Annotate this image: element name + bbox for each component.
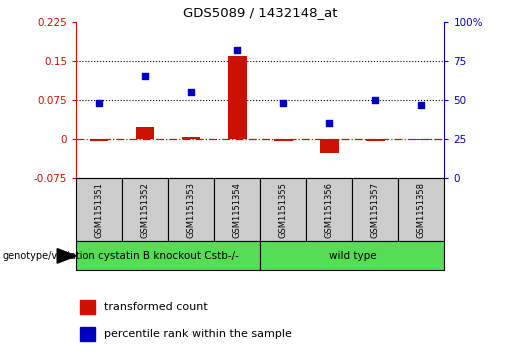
Point [417, 102, 425, 107]
Point [371, 97, 380, 103]
Point [141, 74, 149, 79]
Text: GSM1151353: GSM1151353 [187, 182, 196, 238]
Text: wild type: wild type [329, 251, 376, 261]
Bar [260, 241, 444, 270]
Bar [80, 327, 95, 341]
Polygon shape [57, 249, 76, 263]
Bar [168, 178, 214, 241]
Bar [80, 300, 95, 314]
Bar [76, 178, 122, 241]
Point [95, 100, 104, 106]
Point [325, 121, 334, 126]
Text: genotype/variation: genotype/variation [3, 251, 95, 261]
Bar [214, 178, 260, 241]
Bar [76, 241, 260, 270]
Text: GSM1151355: GSM1151355 [279, 182, 288, 237]
Bar [274, 139, 293, 142]
Title: GDS5089 / 1432148_at: GDS5089 / 1432148_at [183, 6, 338, 19]
Bar [228, 56, 247, 139]
Bar [306, 178, 352, 241]
Point [187, 89, 195, 95]
Bar [136, 127, 154, 139]
Point [279, 100, 287, 106]
Text: transformed count: transformed count [104, 302, 208, 312]
Text: GSM1151356: GSM1151356 [325, 182, 334, 238]
Text: percentile rank within the sample: percentile rank within the sample [104, 329, 291, 339]
Bar [90, 139, 109, 142]
Text: GSM1151351: GSM1151351 [95, 182, 104, 237]
Text: cystatin B knockout Cstb-/-: cystatin B knockout Cstb-/- [98, 251, 239, 261]
Bar [320, 139, 338, 154]
Text: GSM1151354: GSM1151354 [233, 182, 242, 237]
Bar [366, 139, 385, 142]
Bar [182, 137, 200, 139]
Bar [412, 139, 431, 140]
Bar [352, 178, 399, 241]
Bar [122, 178, 168, 241]
Point [233, 47, 242, 53]
Bar [399, 178, 444, 241]
Bar [260, 178, 306, 241]
Text: GSM1151358: GSM1151358 [417, 182, 426, 238]
Text: GSM1151357: GSM1151357 [371, 182, 380, 238]
Text: GSM1151352: GSM1151352 [141, 182, 150, 237]
